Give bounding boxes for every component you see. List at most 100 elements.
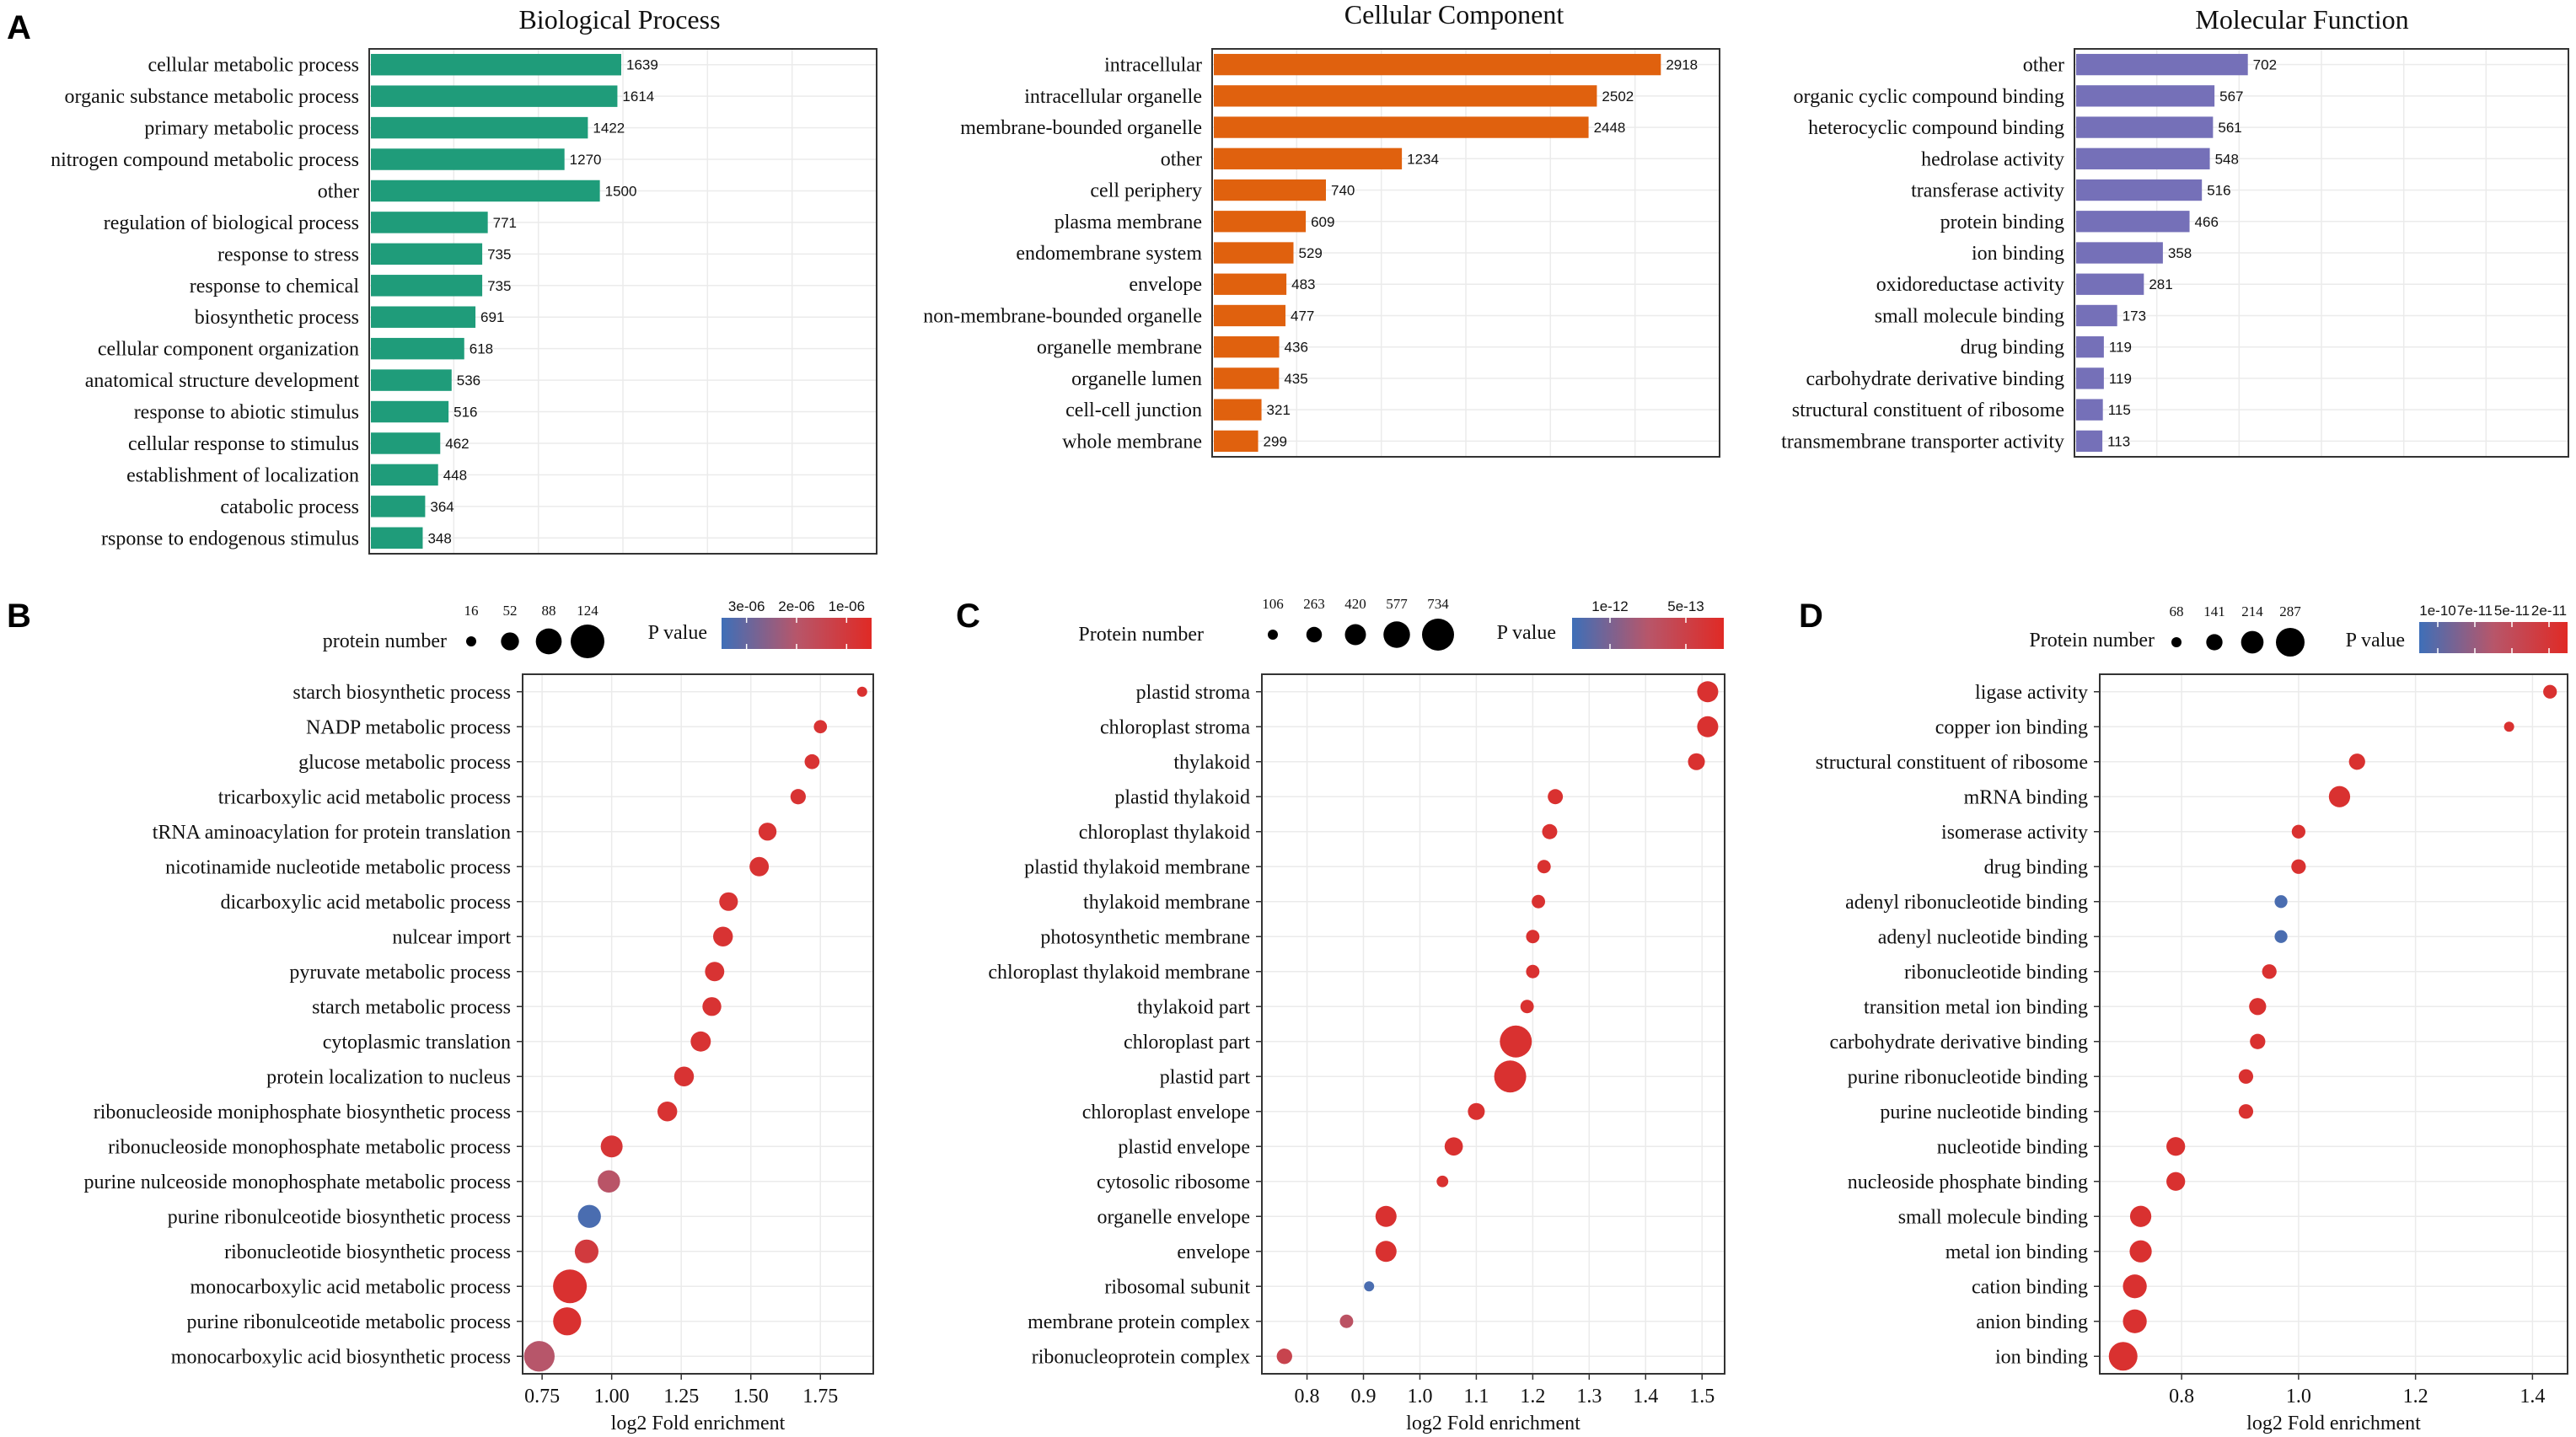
- point-monocarboxylic-acid-metabolic-process: [553, 1269, 588, 1304]
- bar-organelle-lumen: [1214, 367, 1280, 389]
- category-label-transition-metal-ion-binding: transition metal ion binding: [1864, 996, 2088, 1018]
- category-label-envelope: envelope: [1129, 274, 1202, 296]
- plot-frame: [2099, 673, 2568, 1375]
- point-copper-ion-binding: [2504, 721, 2514, 732]
- point-ribonucleoprotein-complex: [1276, 1349, 1292, 1365]
- category-label-ribonucleotide-biosynthetic-process: ribonucleotide biosynthetic process: [224, 1241, 511, 1263]
- point-ribonucleotide-binding: [2262, 964, 2277, 979]
- x-tick-label-1-4: 1.4: [2520, 1386, 2545, 1408]
- bar-organelle-membrane: [1214, 336, 1280, 358]
- data-label-establishment-of-localization: 448: [443, 467, 467, 483]
- bar-intracellular-organelle: [1214, 85, 1597, 107]
- bar-transmembrane-transporter-activity: [2076, 430, 2103, 453]
- category-label-plastid-part: plastid part: [1160, 1066, 1251, 1088]
- category-label-plastid-envelope: plastid envelope: [1118, 1136, 1250, 1158]
- color-legend-label-5e-13: 5e-13: [1667, 598, 1704, 614]
- color-legend-label-7e-11: 7e-11: [2457, 603, 2493, 619]
- x-axis-label: log2 Fold enrichment: [611, 1413, 786, 1434]
- bar-intracellular: [1214, 53, 1661, 76]
- size-legend-label-577: 577: [1386, 596, 1408, 612]
- point-photosynthetic-membrane: [1526, 930, 1540, 944]
- point-organelle-envelope: [1375, 1205, 1397, 1227]
- category-label-glucose-metabolic-process: glucose metabolic process: [298, 752, 511, 774]
- x-tick-label-1-4: 1.4: [1633, 1386, 1658, 1408]
- category-label-other: other: [1161, 148, 1202, 170]
- x-tick-label-1-5: 1.5: [1689, 1386, 1715, 1408]
- x-tick-label-1-3: 1.3: [1576, 1386, 1602, 1408]
- data-label-cellular-component-organization: 618: [470, 341, 493, 357]
- category-label-ribonucleoside-moniphosphate-biosynthetic-process: ribonucleoside moniphosphate biosyntheti…: [94, 1102, 511, 1123]
- point-plastid-envelope: [1444, 1137, 1463, 1156]
- category-label-small-molecule-binding: small molecule binding: [1898, 1206, 2088, 1228]
- point-envelope: [1375, 1241, 1397, 1263]
- point-purine-nucleotide-binding: [2238, 1104, 2254, 1119]
- bar-response-to-abiotic-stimulus: [371, 400, 449, 423]
- bar-membrane-bounded-organelle: [1214, 116, 1589, 138]
- category-label-protein-binding: protein binding: [1940, 212, 2064, 233]
- category-label-response-to-abiotic-stimulus: response to abiotic stimulus: [134, 402, 359, 424]
- x-tick-label-0-8: 0.8: [1295, 1386, 1320, 1408]
- category-label-drug-binding: drug binding: [1984, 856, 2088, 878]
- data-label-biosynthetic-process: 691: [480, 309, 504, 325]
- category-label-small-molecule-binding: small molecule binding: [1875, 305, 2064, 327]
- data-label-oxidoreductase-activity: 281: [2149, 276, 2172, 292]
- x-axis-label: log2 Fold enrichment: [2246, 1413, 2421, 1434]
- size-legend-circle-214: [2241, 630, 2264, 654]
- point-adenyl-ribonucleotide-binding: [2274, 895, 2288, 909]
- x-tick-label-1-75: 1.75: [802, 1386, 838, 1408]
- bar-biosynthetic-process: [371, 306, 476, 328]
- x-tick-label-1-0: 1.0: [2286, 1386, 2311, 1408]
- size-legend-label-141: 141: [2203, 603, 2225, 619]
- data-label-drug-binding: 119: [2109, 340, 2132, 356]
- category-label-isomerase-activity: isomerase activity: [1941, 822, 2088, 844]
- data-label-membrane-bounded-organelle: 2448: [1594, 120, 1626, 136]
- category-label-other: other: [2023, 55, 2064, 77]
- size-legend-circle-16: [466, 636, 476, 646]
- color-legend-bar: [1572, 618, 1724, 649]
- data-label-hedrolase-activity: 548: [2215, 151, 2239, 167]
- category-label-transmembrane-transporter-activity: transmembrane transporter activity: [1781, 431, 2064, 453]
- bar-hedrolase-activity: [2076, 147, 2210, 169]
- bar-rsponse-to-endogenous-stimulus: [371, 527, 423, 550]
- x-tick-label-1-1: 1.1: [1463, 1386, 1489, 1408]
- point-purine-ribonulceotide-biosynthetic-process: [577, 1204, 601, 1228]
- category-label-protein-localization-to-nucleus: protein localization to nucleus: [266, 1066, 511, 1088]
- point-metal-ion-binding: [2129, 1240, 2152, 1263]
- category-label-cation-binding: cation binding: [1972, 1276, 2088, 1298]
- color-legend-label-3e-06: 3e-06: [728, 598, 765, 614]
- point-nadp-metabolic-process: [813, 720, 828, 734]
- x-tick-label-1-25: 1.25: [663, 1386, 699, 1408]
- category-label-thylakoid-membrane: thylakoid membrane: [1083, 892, 1250, 914]
- color-legend-label-2e-11: 2e-11: [2531, 603, 2567, 619]
- category-label-metal-ion-binding: metal ion binding: [1945, 1241, 2088, 1263]
- point-cytoplasmic-translation: [690, 1031, 711, 1052]
- category-label-nucleotide-binding: nucleotide binding: [1937, 1136, 2088, 1158]
- category-label-plastid-stroma: plastid stroma: [1136, 682, 1251, 704]
- bar-other: [371, 180, 600, 202]
- bar-non-membrane-bounded-organelle: [1214, 304, 1286, 327]
- category-label-rsponse-to-endogenous-stimulus: rsponse to endogenous stimulus: [101, 528, 359, 550]
- data-label-ion-binding: 358: [2168, 245, 2192, 261]
- bar-cell-periphery: [1214, 179, 1326, 201]
- bar-carbohydrate-derivative-binding: [2076, 367, 2104, 389]
- point-ion-binding: [2108, 1342, 2138, 1371]
- size-legend-label-68: 68: [2170, 603, 2184, 619]
- data-label-primary-metabolic-process: 1422: [593, 121, 625, 137]
- category-label-ligase-activity: ligase activity: [1975, 682, 2088, 704]
- color-legend-label-1e-12: 1e-12: [1591, 598, 1628, 614]
- bar-cellular-component-organization: [371, 337, 464, 360]
- data-label-regulation-of-biological-process: 771: [493, 215, 517, 231]
- category-label-membrane-protein-complex: membrane protein complex: [1028, 1311, 1250, 1333]
- data-label-structural-constituent-of-ribosome: 115: [2108, 402, 2131, 418]
- bar-cellular-metabolic-process: [371, 53, 621, 76]
- data-label-response-to-abiotic-stimulus: 516: [453, 405, 477, 421]
- category-label-response-to-chemical: response to chemical: [190, 276, 360, 298]
- category-label-cellular-component-organization: cellular component organization: [98, 339, 359, 361]
- bar-other: [1214, 147, 1403, 169]
- category-label-purine-nulceoside-monophosphate-metabolic-process: purine nulceoside monophosphate metaboli…: [83, 1172, 511, 1193]
- category-label-intracellular: intracellular: [1104, 55, 1202, 77]
- chart-molecular-function: Molecular Function 702 other 567 organic cyc…: [1781, 4, 2569, 458]
- category-label-carbohydrate-derivative-binding: carbohydrate derivative binding: [1829, 1032, 2088, 1054]
- category-label-photosynthetic-membrane: photosynthetic membrane: [1040, 926, 1250, 948]
